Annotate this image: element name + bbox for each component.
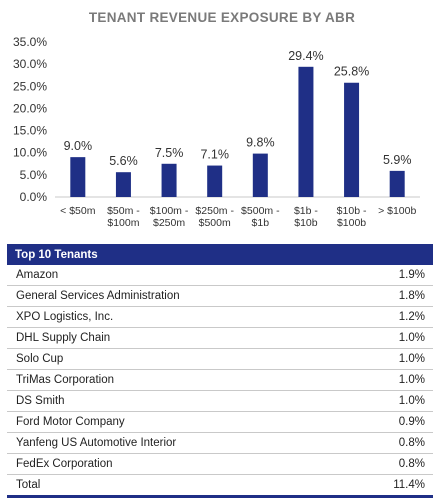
y-tick-label: 20.0% [13, 101, 47, 115]
y-tick-label: 30.0% [13, 57, 47, 71]
table-row: Solo Cup 1.0% [7, 348, 433, 370]
bar [115, 172, 131, 197]
table-header: Top 10 Tenants [15, 248, 98, 261]
data-label: 25.8% [334, 65, 369, 79]
data-label: 9.0% [64, 139, 93, 153]
y-tick-label: 10.0% [13, 146, 47, 160]
total-label: Total [7, 474, 343, 498]
tenant-value: 0.9% [342, 411, 433, 433]
x-tick-label: $250m [153, 217, 185, 229]
y-tick-label: 25.0% [13, 79, 47, 93]
tenant-name: Amazon [7, 265, 343, 286]
y-tick-label: 5.0% [20, 168, 48, 182]
data-label: 5.9% [383, 153, 412, 167]
table-row: DHL Supply Chain 1.0% [7, 327, 433, 349]
x-tick-label: > $100b [378, 205, 416, 217]
bar [252, 153, 268, 197]
tenant-value: 1.0% [342, 369, 433, 391]
tenant-value: 1.8% [342, 285, 433, 307]
data-label: 5.6% [109, 154, 138, 168]
x-tick-label: $100m - [150, 205, 189, 217]
table-row: XPO Logistics, Inc. 1.2% [7, 306, 433, 328]
y-tick-label: 15.0% [13, 124, 47, 138]
table-row: FedEx Corporation 0.8% [7, 453, 433, 475]
tenant-name: TriMas Corporation [7, 369, 343, 391]
x-tick-label: $50m - [107, 205, 140, 217]
x-tick-label: $1b - [294, 205, 318, 217]
bar [389, 170, 405, 197]
y-tick-label: 0.0% [20, 190, 48, 204]
table-row: Yanfeng US Automotive Interior 0.8% [7, 432, 433, 454]
x-tick-label: $500m - [241, 205, 280, 217]
tenant-value: 1.2% [342, 306, 433, 328]
x-tick-label: $500m [199, 217, 231, 229]
tenant-name: Ford Motor Company [7, 411, 343, 433]
table-row: Amazon 1.9% [7, 265, 433, 286]
bar [298, 66, 314, 197]
total-value: 11.4% [342, 474, 433, 498]
table-header-row: Top 10 Tenants [7, 244, 433, 265]
table-row: General Services Administration 1.8% [7, 285, 433, 307]
table-total-row: Total 11.4% [7, 474, 433, 498]
x-tick-label: $10b - [337, 205, 367, 217]
x-tick-label: $100b [337, 217, 366, 229]
bar-chart: 0.0% 5.0% 10.0% 15.0% 20.0% 25.0% 30.0% 35.0% 9.… [13, 35, 420, 229]
y-tick-label: 35.0% [13, 35, 47, 49]
tenant-name: FedEx Corporation [7, 453, 343, 475]
top-tenants-table: Top 10 Tenants Amazon 1.9% General Service… [7, 244, 433, 498]
table-row: Ford Motor Company 0.9% [7, 411, 433, 433]
tenant-value: 1.9% [342, 265, 433, 286]
table-row: TriMas Corporation 1.0% [7, 369, 433, 391]
tenant-name: XPO Logistics, Inc. [7, 306, 343, 328]
x-tick-label: $100m [107, 217, 139, 229]
tenant-name: General Services Administration [7, 285, 343, 307]
bar [344, 82, 360, 197]
table-row: DS Smith 1.0% [7, 390, 433, 412]
tenant-value: 1.0% [342, 390, 433, 412]
data-label: 29.4% [288, 49, 323, 63]
tenant-name: Yanfeng US Automotive Interior [7, 432, 343, 454]
chart-title: TENANT REVENUE EXPOSURE BY ABR [88, 10, 356, 25]
tenant-name: DHL Supply Chain [7, 327, 343, 349]
data-label: 7.5% [155, 146, 184, 160]
data-label: 7.1% [200, 148, 229, 162]
tenant-value: 1.0% [342, 327, 433, 349]
tenant-value: 0.8% [342, 453, 433, 475]
x-tick-label: $10b [294, 217, 318, 229]
x-tick-label: $250m - [195, 205, 234, 217]
x-tick-label: < $50m [60, 205, 96, 217]
bar [207, 165, 223, 197]
x-tick-label: $1b [252, 217, 270, 229]
data-label: 9.8% [246, 136, 275, 150]
tenant-value: 1.0% [342, 348, 433, 370]
tenant-value: 0.8% [342, 432, 433, 454]
tenant-name: DS Smith [7, 390, 343, 412]
tenant-name: Solo Cup [7, 348, 343, 370]
bar [161, 163, 177, 197]
bar [70, 157, 86, 197]
